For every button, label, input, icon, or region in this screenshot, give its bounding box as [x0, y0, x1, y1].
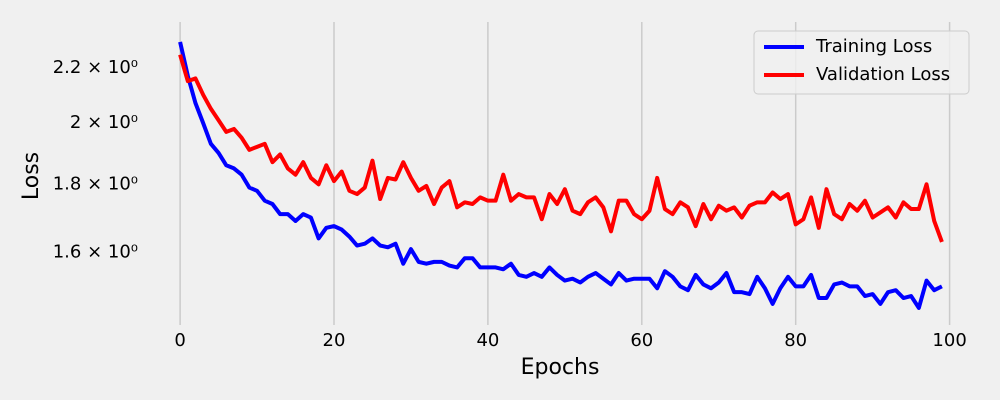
legend-label: Validation Loss [816, 64, 950, 85]
y-tick-label: 2 × 10⁰ [70, 112, 138, 133]
y-tick-label: 1.8 × 10⁰ [53, 173, 138, 194]
legend-box [753, 30, 970, 95]
x-tick-label: 40 [476, 330, 499, 351]
line-series [178, 41, 943, 310]
x-tick-label: 0 [174, 330, 185, 351]
x-tick-label: 80 [784, 330, 807, 351]
line-series [178, 54, 944, 243]
x-tick-label: 20 [323, 330, 346, 351]
y-tick-label: 1.6 × 10⁰ [53, 242, 138, 263]
x-tick-label: 60 [630, 330, 653, 351]
y-tick-label: 2.2 × 10⁰ [53, 57, 138, 78]
x-axis-label: Epochs [521, 355, 600, 380]
y-axis-label: Loss [19, 152, 44, 200]
x-tick-label: 100 [932, 330, 966, 351]
legend-label: Training Loss [815, 36, 932, 57]
